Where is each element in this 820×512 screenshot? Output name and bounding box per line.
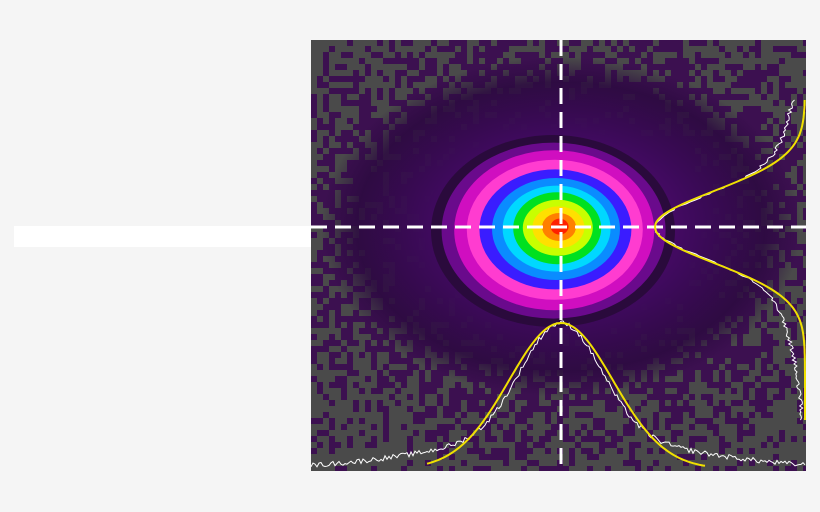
beam-profile-image	[311, 40, 806, 471]
crosshair	[311, 40, 806, 471]
right-profile-data-curve	[653, 99, 804, 421]
beam-intensity-rings	[431, 135, 675, 327]
right-profile	[653, 99, 806, 421]
beam-profile-canvas	[311, 40, 806, 471]
bottom-profile-fit-curve	[426, 321, 706, 467]
white-band	[14, 226, 311, 247]
bottom-profile	[311, 320, 806, 468]
right-profile-fit-curve	[654, 99, 806, 420]
